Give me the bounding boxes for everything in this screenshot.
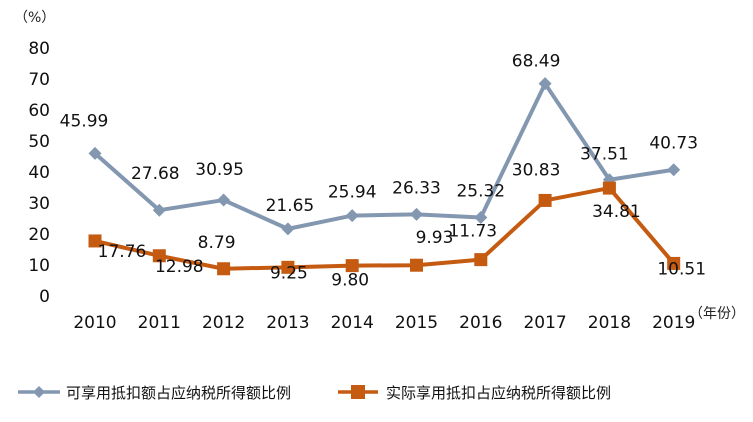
- series-2-data-label: 12.98: [155, 257, 204, 277]
- series-1-point: [345, 209, 359, 223]
- legend-square-icon: [351, 385, 365, 399]
- series-1-data-label: 40.73: [649, 134, 698, 154]
- series-2-line: [94, 186, 676, 271]
- series-1-data-label: 68.49: [512, 52, 561, 72]
- x-tick-label: 2012: [202, 313, 245, 333]
- y-tick-label: 70: [28, 70, 50, 90]
- series-1-data-label: 26.33: [392, 178, 441, 198]
- series-2-point: [217, 262, 231, 276]
- series-2-data-label: 10.51: [657, 259, 706, 279]
- y-tick-label: 50: [28, 132, 50, 152]
- legend-diamond-icon: [33, 386, 45, 398]
- series-2-point: [345, 259, 359, 273]
- x-tick-label: 2015: [395, 313, 438, 333]
- y-tick-label: 0: [39, 287, 50, 307]
- x-tick-label: 2017: [523, 313, 566, 333]
- y-tick-label: 10: [28, 256, 50, 276]
- legend-label-2: 实际享用抵扣占应纳税所得额比例: [386, 384, 611, 402]
- x-tick-label: 2014: [331, 313, 374, 333]
- x-tick-label: 2010: [73, 313, 116, 333]
- y-tick-label: 80: [28, 39, 50, 59]
- x-tick-label: 2018: [588, 313, 631, 333]
- series-2-point: [281, 260, 295, 274]
- series-2-data-label: 30.83: [512, 160, 561, 180]
- series-2-point: [538, 193, 552, 207]
- x-tick-label: 2011: [138, 313, 181, 333]
- series-1-point: [217, 193, 231, 207]
- series-2-data-label: 11.73: [448, 222, 497, 242]
- series-2-data-label: 9.93: [416, 228, 454, 248]
- data-labels: 45.99 27.68 30.95 21.65 25.94 26.33 25.32 68.49…: [60, 52, 706, 291]
- series-2-data-label: 34.81: [592, 202, 641, 222]
- y-tick-label: 40: [28, 163, 50, 183]
- legend-label-1: 可享用抵扣额占应纳税所得额比例: [66, 384, 291, 402]
- series-2-point: [602, 181, 616, 195]
- series-1-data-label: 37.51: [580, 145, 629, 165]
- series-2-data-label: 8.79: [198, 233, 236, 253]
- series-1-data-label: 27.68: [131, 164, 180, 184]
- series-2-data-label: 9.25: [270, 263, 308, 283]
- series-2-point: [88, 234, 102, 248]
- y-tick-label: 20: [28, 225, 50, 245]
- y-axis: 0 10 20 30 40 50 60 70 80: [28, 39, 50, 307]
- y-tick-label: 30: [28, 194, 50, 214]
- series-1-line: [93, 81, 675, 231]
- series-1-data-label: 25.32: [456, 182, 505, 202]
- series-2-point: [152, 249, 166, 263]
- plot-area: [88, 77, 681, 276]
- series-1-point: [410, 207, 423, 221]
- x-tick-label: 2016: [459, 313, 502, 333]
- series-1-data-label: 25.94: [328, 183, 377, 203]
- series-2-data-label: 17.76: [98, 242, 147, 262]
- series-1-data-label: 21.65: [266, 196, 315, 216]
- series-2-data-label: 9.80: [331, 271, 369, 291]
- x-axis: 2010 2011 2012 2013 2014 2015 2016 2017 2018 2019: [73, 313, 695, 333]
- series-1-point: [152, 203, 166, 217]
- x-tick-label: 2013: [266, 313, 309, 333]
- series-1-point: [474, 211, 488, 225]
- legend: 可享用抵扣额占应纳税所得额比例 实际享用抵扣占应纳税所得额比例: [18, 384, 611, 402]
- y-axis-unit: （%）: [14, 10, 55, 26]
- series-1-data-label: 30.95: [195, 160, 244, 180]
- series-1-point: [281, 222, 295, 236]
- series-1-point: [667, 163, 681, 177]
- series-1-point: [88, 146, 102, 160]
- series-2-point: [667, 256, 681, 270]
- series-1-data-label: 45.99: [60, 111, 109, 131]
- series-2-point: [474, 253, 488, 267]
- x-tick-label: 2019: [652, 313, 695, 333]
- series-1-point: [538, 77, 552, 91]
- y-tick-label: 60: [28, 101, 50, 121]
- x-axis-unit: （年份）: [689, 306, 745, 322]
- series-2-point: [410, 258, 423, 272]
